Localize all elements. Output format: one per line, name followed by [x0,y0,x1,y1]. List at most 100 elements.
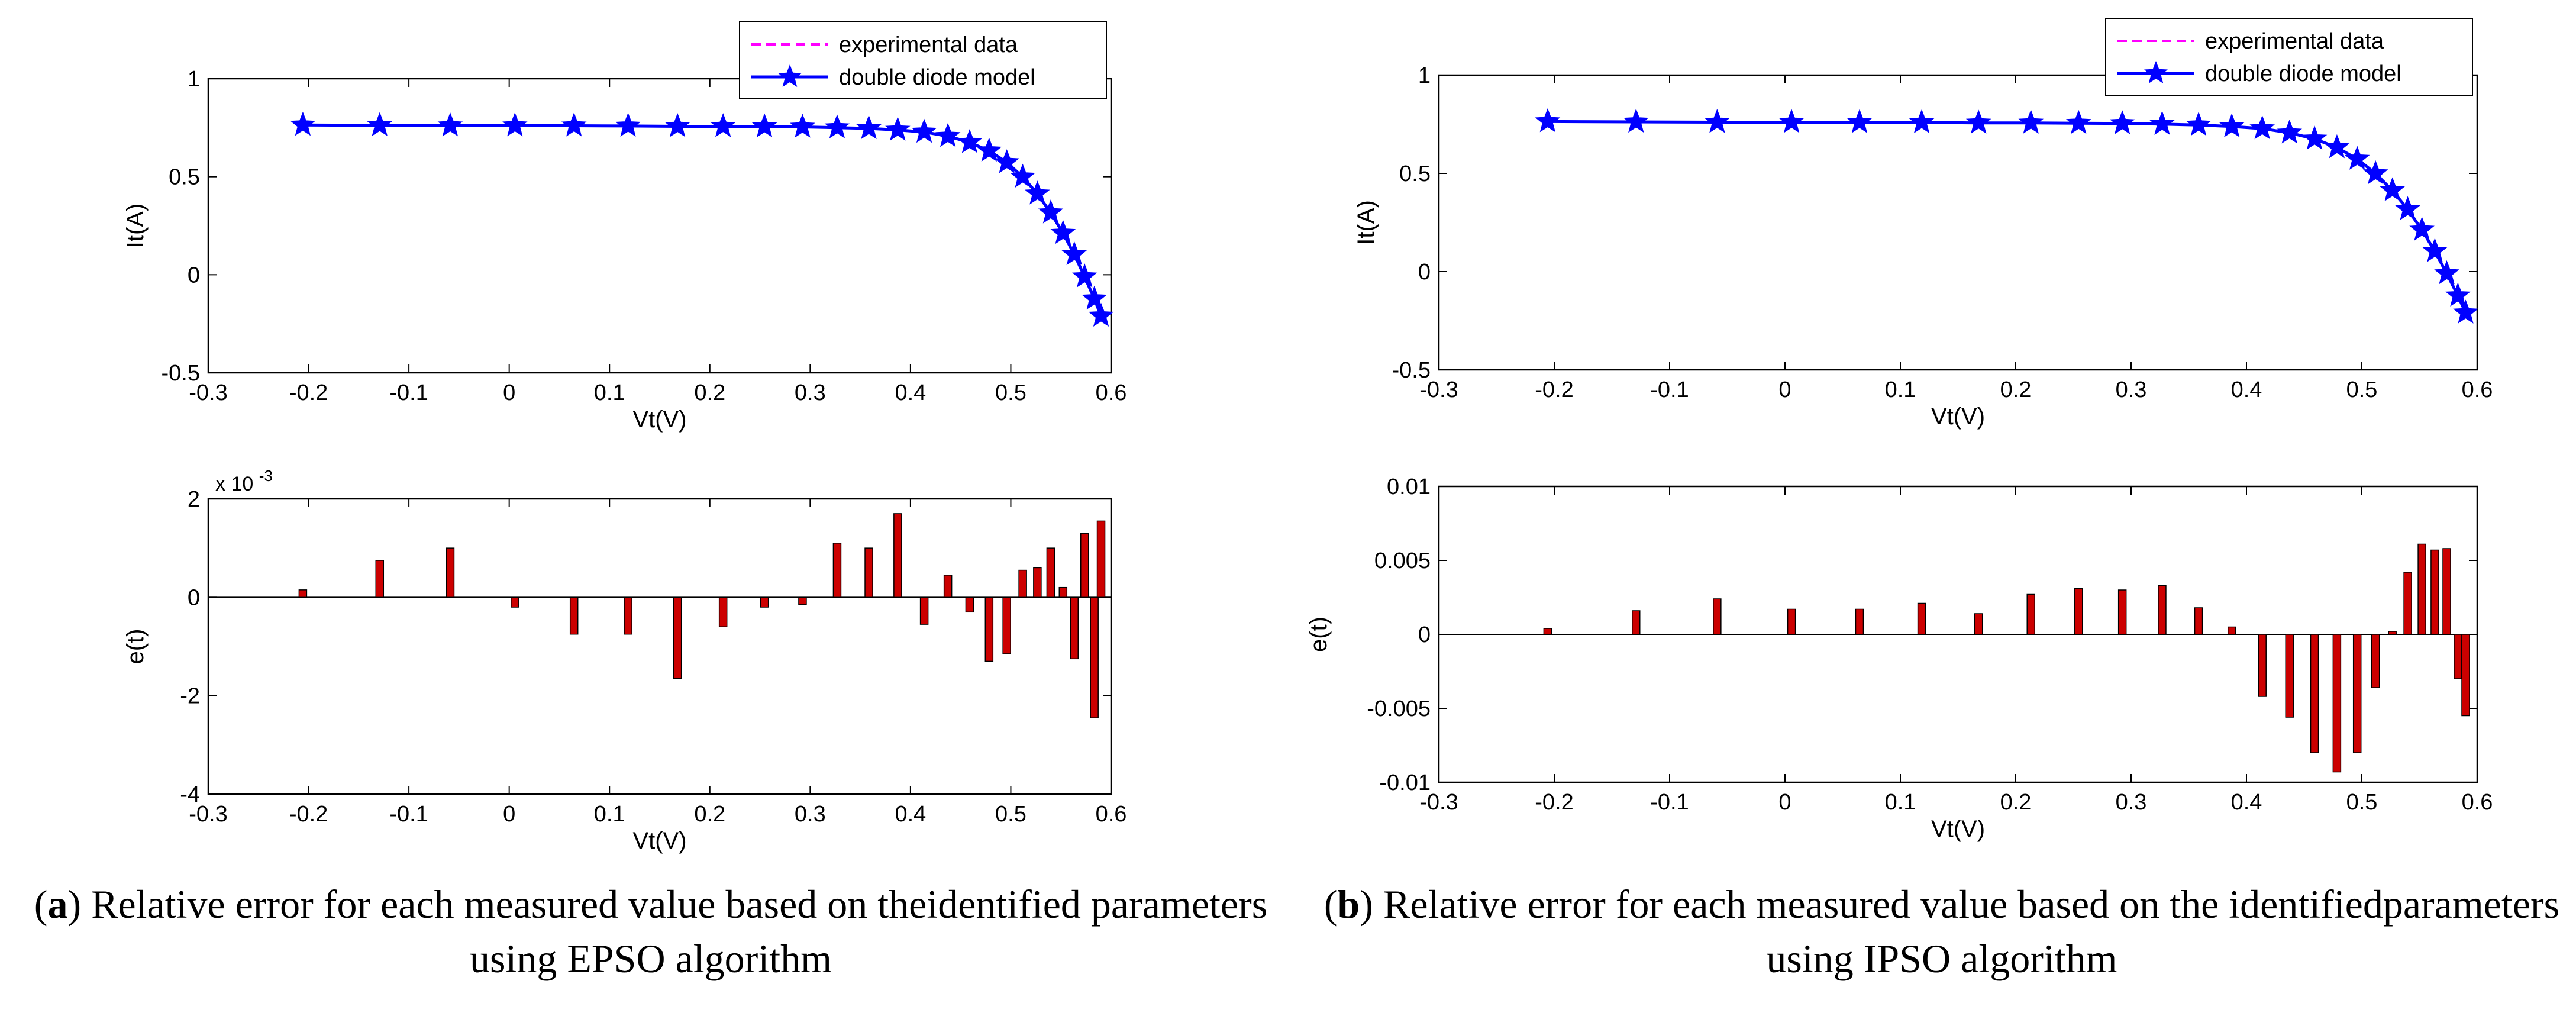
y-tick-label: 0 [1418,622,1431,647]
x-tick-label: 0.2 [694,380,725,405]
y-tick-label: -0.5 [162,361,200,386]
error-bar [624,596,632,635]
error-bar [1713,598,1722,635]
error-bar [511,596,519,608]
error-bar [2388,631,2397,635]
model-point-marker [2186,111,2212,136]
error-bar [2074,588,2083,635]
axes-frame [207,78,1112,374]
x-tick-label: -0.1 [389,380,428,405]
model-point-marker [2277,120,2303,144]
caption-a-letter: a [47,882,68,927]
model-point-marker [710,113,736,137]
model-point-marker [2380,177,2405,202]
error-bar [1632,610,1641,635]
legend-model-label: double diode model [839,65,1035,90]
model-point-marker [935,122,961,147]
legend-box [2105,18,2473,96]
model-point-marker [1088,302,1114,327]
error-bar [798,596,807,605]
figure-canvas: -0.3 -0.2 -0.1 0 0.1 0.2 0.3 0.4 0.5 0.6 -0.5 0 0.5 1… [122,18,2493,854]
x-tick-label: 0.3 [2116,790,2147,815]
error-bar [2285,634,2294,718]
chart-a-bottom: -0.3 -0.2 -0.1 0 0.1 0.2 0.3 0.4 0.5 0.6 -4 -2 0 2 Vt(… [122,467,1126,854]
model-point-marker [856,115,882,140]
error-bar [1096,520,1106,598]
x-tick-label: 0.4 [2231,790,2262,815]
error-bar [1787,608,1796,635]
x-tick-label: -0.2 [289,802,328,827]
model-point-marker [2324,134,2350,159]
x-axis-label: Vt(V) [1931,404,1985,430]
model-point-marker [2219,113,2245,137]
error-bar [864,547,873,598]
x-tick-label: -0.2 [1535,378,1573,402]
model-point-marker [561,112,587,137]
model-point-marker [957,129,983,153]
model-point-marker [1071,263,1097,288]
x-tick-label: -0.1 [1650,790,1689,815]
model-point-marker [2453,299,2478,324]
model-point-marker [2344,146,2370,170]
y-axis-label: e(t) [122,629,149,665]
y-tick-label: 1 [1418,63,1431,88]
x-tick-label: 0.3 [795,802,826,827]
model-point-marker [1535,108,1561,133]
error-bar [375,560,385,598]
error-bar [919,596,929,625]
error-bar [1018,569,1027,598]
x-tick-label: 0.5 [2346,378,2378,402]
legend: experimental data double diode model [2105,18,2473,96]
x-tick-label: 0.4 [895,802,926,827]
x-tick-label: 0.1 [1885,790,1916,815]
error-bar [2227,626,2236,635]
model-point-marker [1847,109,1873,133]
model-point-marker [911,118,937,143]
x-tick-label: -0.3 [189,802,227,827]
x-tick-label: 0.2 [694,802,725,827]
y-exponent-label: x 10 -3 [215,467,273,495]
x-axis-label: Vt(V) [1931,816,1985,842]
error-bar [1058,586,1068,598]
model-point-marker [824,114,850,138]
x-tick-label: -0.2 [1535,790,1573,815]
model-point-marker [2422,238,2448,262]
model-point-marker [1909,109,1935,134]
y-tick-label: -0.005 [1367,696,1431,721]
error-bar [1002,596,1011,654]
model-point-marker [2018,109,2044,134]
x-tick-label: -0.1 [1650,378,1689,402]
y-axis-label: e(t) [1306,617,1332,652]
error-bar [298,589,308,598]
caption-a-text: Relative error for each measured value b… [91,882,1268,981]
x-tick-label: 0.4 [895,380,926,405]
x-tick-label: -0.3 [1419,378,1458,402]
axes-frame [1438,74,2478,371]
error-bar [446,547,455,598]
y-tick-label: 0 [188,263,200,288]
error-bar [943,575,953,598]
model-point-marker [1082,285,1108,310]
model-point-marker [2362,160,2388,185]
y-tick-label: 0.5 [1399,162,1431,186]
x-tick-label: -0.1 [389,802,428,827]
x-tick-label: 0.6 [1096,380,1127,405]
x-axis-label: Vt(V) [632,828,686,854]
x-tick-label: 0.3 [2116,378,2147,402]
x-axis-label: Vt(V) [632,407,686,433]
model-point-marker [664,113,690,137]
x-tick-label: 0.6 [2462,790,2493,815]
x-tick-label: 0 [503,380,515,405]
x-tick-label: 0.4 [2231,378,2262,402]
error-bar [2417,543,2426,635]
model-point-marker [1705,109,1730,133]
legend: experimental data double diode model [739,21,1107,99]
y-tick-label: -0.5 [1392,358,1431,383]
caption-a: (a) Relative error for each measured val… [34,882,1268,981]
error-bar [673,596,682,679]
chart-a-top: -0.3 -0.2 -0.1 0 0.1 0.2 0.3 0.4 0.5 0.6 -0.5 0 0.5 1… [122,21,1127,433]
error-bar [2371,634,2380,688]
error-bar [760,596,769,608]
model-point-marker [885,117,911,141]
error-bar [1080,533,1089,598]
